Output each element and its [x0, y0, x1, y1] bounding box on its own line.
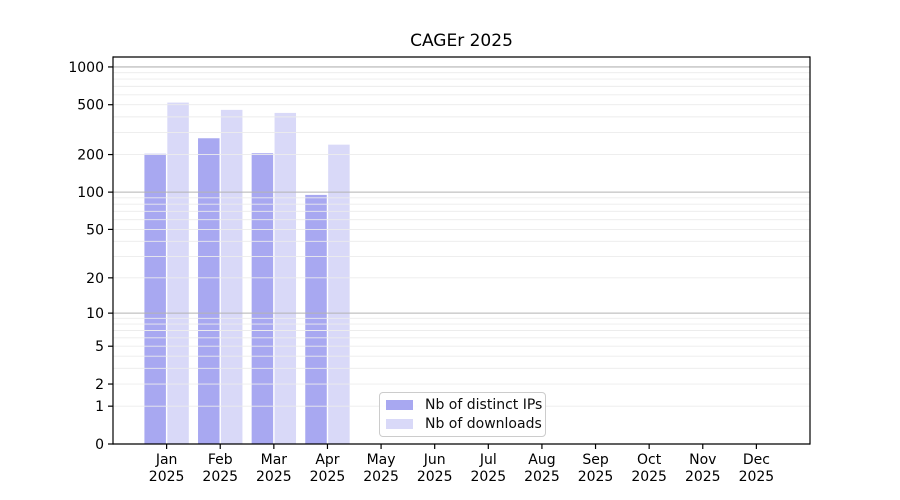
x-tick-label-year: 2025: [363, 469, 399, 485]
x-tick-label-year: 2025: [685, 469, 721, 485]
bar-distinct-ips-feb: [198, 138, 220, 445]
legend-swatch-distinct-ips: [386, 400, 413, 411]
bar-distinct-ips-jan: [144, 153, 166, 444]
x-tick-label-month: Nov: [689, 452, 716, 468]
bar-downloads-feb: [220, 109, 243, 445]
x-tick-label-month: Jun: [423, 452, 446, 468]
bar-downloads-jan: [167, 102, 189, 444]
chart-title: CAGEr 2025: [410, 31, 513, 51]
x-tick-label-month: Sep: [582, 452, 609, 468]
x-tick-label-month: Jan: [155, 452, 178, 468]
bar-distinct-ips-mar: [251, 153, 274, 444]
y-tick-label: 100: [77, 185, 104, 201]
x-tick-label-year: 2025: [739, 469, 775, 485]
y-tick-label: 20: [86, 271, 104, 287]
y-tick-label: 5: [95, 339, 104, 355]
x-tick-label-month: Mar: [261, 452, 288, 468]
legend-label-downloads: Nb of downloads: [425, 415, 542, 432]
x-tick-label-year: 2025: [578, 469, 614, 485]
x-tick-label-year: 2025: [202, 469, 238, 485]
y-tick-label: 1000: [68, 60, 104, 76]
x-tick-label-year: 2025: [470, 469, 506, 485]
x-tick-label-year: 2025: [417, 469, 453, 485]
legend-label-distinct-ips: Nb of distinct IPs: [425, 397, 543, 414]
legend-item-distinct-ips: Nb of distinct IPs: [386, 397, 542, 413]
legend: Nb of distinct IPs Nb of downloads: [379, 392, 546, 437]
y-tick-label: 10: [86, 306, 104, 322]
x-tick-label-month: Apr: [315, 452, 339, 468]
y-tick-label: 0: [95, 437, 104, 453]
x-tick-label-month: Oct: [637, 452, 662, 468]
y-tick-label: 50: [86, 222, 104, 238]
bar-downloads-mar: [274, 112, 297, 445]
x-tick-label-month: Dec: [743, 452, 770, 468]
y-tick-label: 200: [77, 148, 104, 164]
x-tick-label-month: Feb: [208, 452, 233, 468]
y-tick-label: 500: [77, 98, 104, 114]
legend-item-downloads: Nb of downloads: [386, 416, 542, 432]
x-tick-label-month: Jul: [479, 452, 497, 468]
bar-distinct-ips-apr: [305, 194, 327, 444]
legend-swatch-downloads: [386, 418, 413, 429]
x-tick-label-year: 2025: [310, 469, 346, 485]
x-tick-label-year: 2025: [524, 469, 560, 485]
bar-downloads-apr: [328, 144, 350, 445]
x-tick-label-year: 2025: [631, 469, 667, 485]
x-tick-label-month: Aug: [528, 452, 555, 468]
x-tick-label-year: 2025: [149, 469, 185, 485]
x-tick-label-year: 2025: [256, 469, 292, 485]
x-tick-label-month: May: [367, 452, 396, 468]
y-tick-label: 1: [95, 399, 104, 415]
y-tick-label: 2: [95, 377, 104, 393]
